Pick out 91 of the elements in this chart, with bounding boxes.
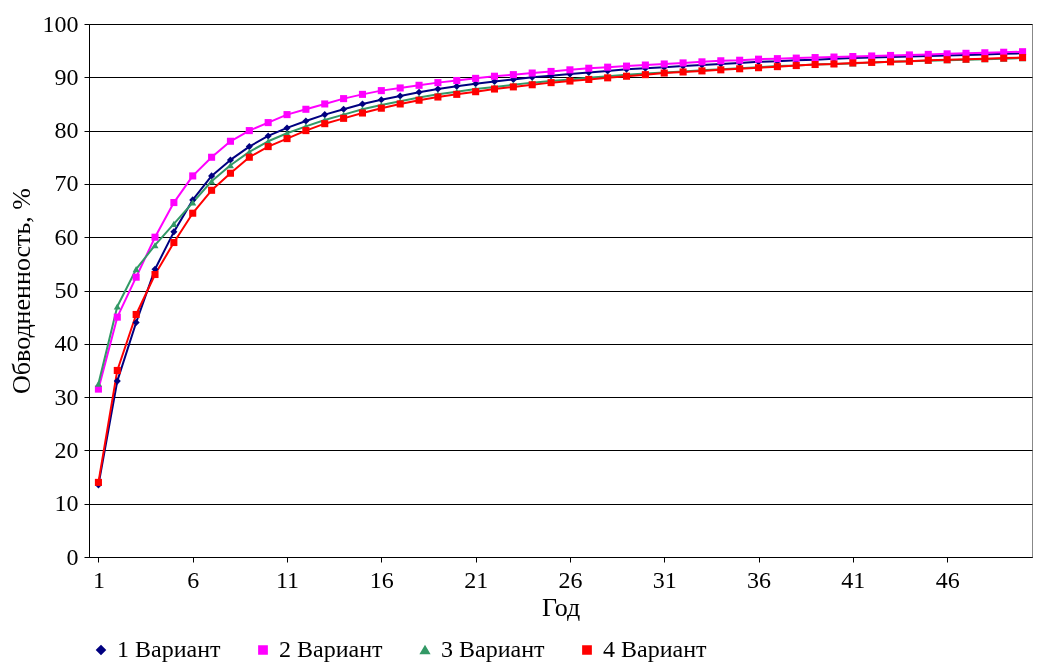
y-axis-title: Обводненность, % [6,188,36,394]
point [170,199,178,207]
point [434,79,442,87]
y-tick-label: 100 [42,10,79,37]
point [321,120,329,128]
point [283,135,291,143]
point [170,220,178,227]
point [208,186,216,194]
point [453,76,461,85]
y-tick-label: 90 [54,63,79,90]
x-tick-label: 6 [187,566,200,593]
point [585,64,593,72]
point [132,310,140,319]
point [377,96,385,104]
point [245,143,253,151]
point [170,238,178,247]
point [132,318,140,327]
point [113,313,121,321]
point [528,69,536,77]
legend-label: 1 Вариант [117,636,221,662]
y-tick-label: 40 [54,330,79,357]
y-tick-label: 10 [54,490,79,517]
point [226,169,234,177]
point [226,137,234,145]
point [415,81,423,89]
x-tick-label: 1 [92,566,105,593]
point [490,72,499,80]
point [340,95,348,103]
point [302,127,310,135]
point [113,377,121,385]
point [472,74,480,82]
point [358,109,367,117]
x-tick-label: 21 [464,566,489,593]
point [226,162,234,169]
x-tick-label: 46 [935,566,960,593]
point [358,90,367,98]
point [434,85,442,93]
point [264,143,272,151]
point [151,242,159,249]
point [340,105,348,113]
point [509,71,517,79]
point [245,127,253,135]
point [396,84,404,92]
y-tick-label: 80 [54,117,79,144]
point [208,153,216,161]
point [208,178,216,185]
point [377,87,385,95]
point [113,303,121,310]
point [302,117,310,125]
point [189,209,197,217]
point [132,273,140,281]
x-tick-label: 16 [369,566,394,593]
legend-label: 4 Вариант [603,636,707,662]
point [189,172,197,180]
point [264,132,272,140]
point [321,111,329,119]
point [604,63,612,71]
x-axis-title: Год [541,592,581,622]
legend-label: 3 Вариант [441,636,545,662]
y-tick-label: 70 [54,170,79,197]
point [151,270,159,279]
point [151,233,159,241]
point [321,100,329,108]
y-tick-label: 60 [54,223,79,250]
point [264,119,272,127]
x-tick-label: 11 [275,566,300,593]
x-tick-label: 41 [841,566,866,593]
point [396,92,404,100]
point [566,66,574,74]
y-tick-label: 50 [54,277,79,303]
point [170,228,178,236]
y-tick-label: 20 [54,436,79,463]
point [132,266,140,273]
point [208,172,216,180]
point [358,100,367,108]
point [283,124,291,132]
point [415,88,423,96]
point [547,67,555,75]
legend-label: 2 Вариант [279,636,383,662]
y-tick-label: 0 [66,543,79,570]
point [340,114,348,122]
point [245,153,253,161]
point [283,111,291,119]
point [113,366,121,374]
point [302,105,310,113]
x-tick-label: 31 [652,566,677,593]
point [94,380,102,387]
x-tick-label: 26 [558,566,583,593]
y-tick-label: 30 [54,383,79,410]
x-tick-label: 36 [747,566,772,593]
point [226,156,234,164]
